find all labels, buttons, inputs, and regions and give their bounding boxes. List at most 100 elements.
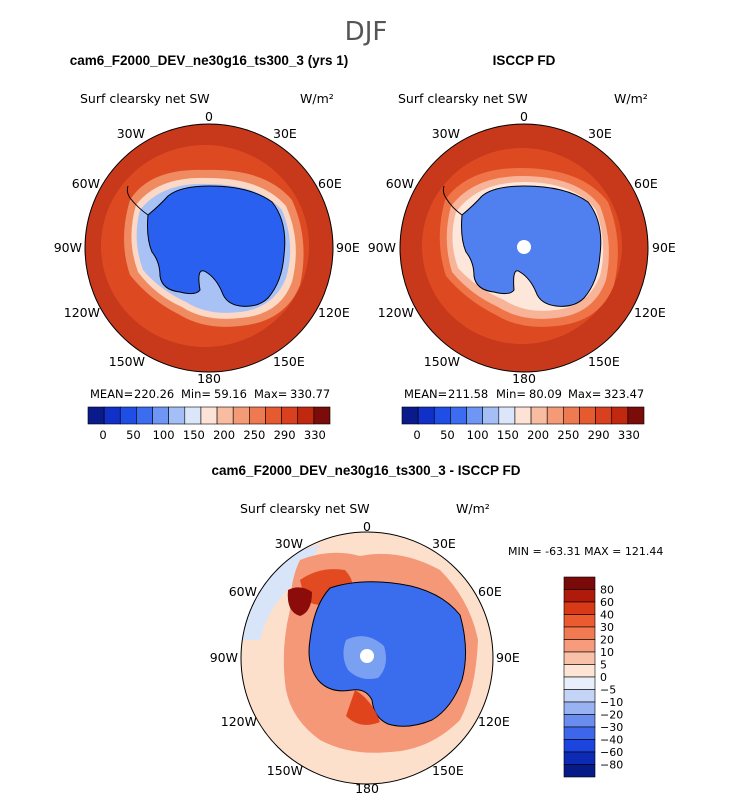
colorbar-swatch-12 — [595, 406, 613, 425]
panel-diff-variable-label: Surf clearsky net SW — [240, 501, 370, 516]
colorbar-swatch-11 — [579, 406, 596, 425]
lon-label-60e: 60E — [478, 584, 502, 599]
panel-diff-hottest — [287, 587, 312, 616]
colorbar-swatch-3 — [450, 406, 467, 425]
colorbar-tick-label: 50 — [126, 428, 141, 442]
lon-label-0: 0 — [520, 109, 528, 124]
lon-label-120w: 120W — [221, 714, 257, 729]
colorbar-swatch-1 — [103, 406, 121, 425]
colorbar-swatch-4 — [466, 406, 483, 425]
colorbar-tick-label: −5 — [600, 684, 616, 697]
lon-label-30w: 30W — [117, 126, 145, 141]
colorbar-swatch-0 — [87, 406, 105, 425]
lon-label-180: 180 — [512, 371, 536, 386]
lon-label-60w: 60W — [229, 584, 257, 599]
colorbar-swatch-7 — [200, 406, 218, 425]
colorbar-tick-label: 40 — [600, 609, 614, 622]
lon-label-90w: 90W — [54, 240, 82, 255]
colorbar-swatch-1 — [417, 406, 435, 425]
panel-diff-hot-s — [346, 690, 380, 725]
panel-diff-units-label: W/m² — [456, 501, 490, 516]
lon-label-180: 180 — [197, 371, 221, 386]
colorbar-tick-label: 20 — [600, 634, 614, 647]
colorbar-tick-label: 150 — [497, 428, 519, 442]
lon-label-120e: 120E — [318, 305, 350, 320]
panel-obs-peninsula — [442, 185, 463, 216]
colorbar-swatch-6 — [563, 651, 596, 665]
colorbar-swatch-13 — [611, 406, 629, 425]
lon-label-150w: 150W — [267, 763, 303, 778]
colorbar-swatch-10 — [563, 701, 596, 715]
lon-label-150e: 150E — [588, 354, 620, 369]
colorbar-tick-label: 150 — [183, 428, 205, 442]
colorbar-tick-label: 100 — [153, 428, 175, 442]
colorbar-swatch-11 — [563, 714, 596, 728]
stat-max-value: 323.47 — [604, 387, 644, 401]
colorbar-tick-label: −30 — [600, 721, 623, 734]
lon-label-150w: 150W — [109, 354, 145, 369]
panel-diff-map — [241, 532, 493, 784]
stat-max-label: Max= — [568, 387, 601, 401]
lon-label-30w: 30W — [432, 126, 460, 141]
colorbar-tick-label: 0 — [99, 428, 106, 442]
colorbar-swatch-9 — [563, 689, 596, 703]
colorbar-tick-label: −40 — [600, 734, 623, 747]
colorbar-swatch-2 — [563, 601, 596, 615]
colorbar-tick-label: 30 — [600, 621, 614, 634]
colorbar-tick-label: 250 — [557, 428, 579, 442]
panel-model-map — [85, 124, 333, 372]
colorbar-swatch-13 — [297, 406, 315, 425]
colorbar-swatch-5 — [563, 639, 596, 653]
lon-label-0: 0 — [205, 109, 213, 124]
panel-model-peninsula — [126, 185, 149, 216]
colorbar-swatch-3 — [136, 406, 153, 425]
colorbar-tick-label: 290 — [274, 428, 296, 442]
stat-mean-label: MEAN= — [90, 387, 133, 401]
stat-min-label: Min= — [496, 387, 526, 401]
colorbar-swatch-4 — [152, 406, 169, 425]
colorbar-tick-label: 0 — [413, 428, 420, 442]
panel-model-colorbar-ticks: 0 50 100 150 200 250 290 330 — [99, 428, 325, 442]
lon-label-120w: 120W — [378, 305, 414, 320]
colorbar-swatch-0 — [563, 576, 596, 590]
colorbar-tick-label: −60 — [600, 746, 623, 759]
colorbar-tick-label: 330 — [304, 428, 326, 442]
panel-diff-map-border — [240, 531, 494, 785]
colorbar-swatch-0 — [401, 406, 419, 425]
colorbar-swatch-7 — [563, 664, 596, 678]
colorbar-tick-label: −20 — [600, 709, 623, 722]
lon-label-90w: 90W — [210, 650, 238, 665]
colorbar-swatch-14 — [627, 406, 645, 425]
colorbar-swatch-10 — [563, 406, 580, 425]
lon-label-150w: 150W — [424, 354, 460, 369]
panel-diff-colorbar — [563, 576, 596, 778]
panel-model: cam6_F2000_DEV_ne30g16_ts300_3 (yrs 1) S… — [54, 53, 360, 442]
stat-mean-value: 220.26 — [134, 387, 174, 401]
colorbar-swatch-1 — [563, 589, 596, 603]
colorbar-swatch-2 — [433, 406, 451, 425]
lon-label-90w: 90W — [368, 240, 396, 255]
colorbar-swatch-13 — [563, 739, 596, 753]
lon-label-120e: 120E — [634, 305, 666, 320]
panel-obs-lon-labels: 0 30E 60E 90E 120E 150E 180 150W 120W 90… — [368, 109, 676, 386]
lon-label-60e: 60E — [634, 176, 658, 191]
stat-min-value: 80.09 — [529, 387, 562, 401]
lon-label-30e: 30E — [273, 126, 297, 141]
colorbar-tick-label: 10 — [600, 646, 614, 659]
lon-label-120w: 120W — [64, 305, 100, 320]
lon-label-90e: 90E — [496, 650, 520, 665]
panel-obs-stats: MEAN= 211.58 Min= 80.09 Max= 323.47 — [404, 387, 644, 401]
panel-obs-colorbar — [401, 406, 645, 425]
panel-model-case-title: cam6_F2000_DEV_ne30g16_ts300_3 (yrs 1) — [70, 53, 348, 68]
panel-obs-pole-hole — [517, 240, 531, 254]
panel-obs: ISCCP FD Surf clearsky net SW W/m² 0 30E… — [368, 53, 676, 442]
colorbar-tick-label: 60 — [600, 596, 614, 609]
lon-label-180: 180 — [355, 781, 379, 796]
panel-model-variable-label: Surf clearsky net SW — [80, 91, 210, 106]
panel-diff-lon-labels: 0 30E 60E 90E 120E 150E 180 150W 120W 90… — [210, 519, 520, 796]
panel-obs-colorbar-ticks: 0 50 100 150 200 250 290 330 — [413, 428, 639, 442]
colorbar-tick-label: −10 — [600, 696, 623, 709]
colorbar-swatch-14 — [563, 751, 596, 765]
colorbar-swatch-9 — [546, 406, 564, 425]
